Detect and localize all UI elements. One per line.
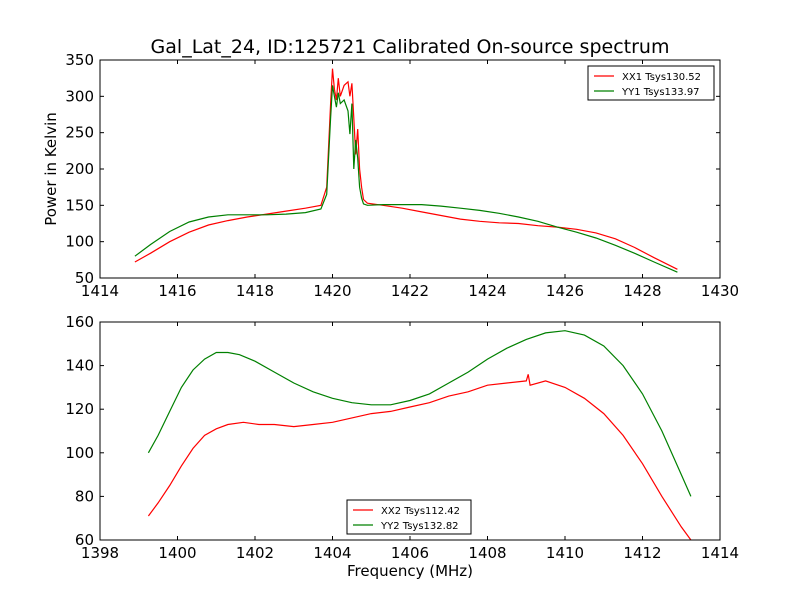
panel-1-x-tick-label: 1428 [623, 282, 661, 300]
panel-1-x-tick-label: 1416 [158, 282, 196, 300]
panel-1-y-tick-label: 100 [65, 233, 94, 251]
panel-1-x-tick-label: 1424 [468, 282, 506, 300]
panel-2-y-tick-label: 140 [65, 357, 94, 375]
panel-1-x-tick-label: 1420 [313, 282, 351, 300]
panel-1-x-tick-label: 1414 [81, 282, 119, 300]
panel-2-x-tick-label: 1404 [313, 544, 351, 562]
panel-2-x-tick-label: 1412 [623, 544, 661, 562]
panel-2-y-tick-label: 60 [75, 531, 94, 549]
panel-2-y-tick-label: 160 [65, 313, 94, 331]
panel-1-y-tick-label: 200 [65, 160, 94, 178]
panel-2-series-2-line [147, 330, 692, 497]
panel-1-legend-box [587, 65, 715, 101]
chart-title: Gal_Lat_24, ID:125721 Calibrated On-sour… [151, 36, 670, 58]
panel-2-x-tick-label: 1414 [701, 544, 739, 562]
panel-1-legend-label-1: XX1 Tsys130.52 [622, 72, 701, 83]
panel-2-legend-label-2: YY2 Tsys132.82 [380, 521, 459, 532]
panel-1-x-tick-label: 1422 [391, 282, 429, 300]
panel-1-y-axis-label: Power in Kelvin [42, 112, 60, 226]
panel-2-x-tick-label: 1406 [391, 544, 429, 562]
panel-2-x-tick-label: 1400 [158, 544, 196, 562]
panel-1-y-tick-label: 350 [65, 51, 94, 69]
panel-1-y-tick-label: 50 [75, 269, 94, 287]
panel-2-x-tick-label: 1408 [468, 544, 506, 562]
panel-1-x-tick-label: 1418 [236, 282, 274, 300]
panel-1-y-tick-label: 300 [65, 87, 94, 105]
panel-2-y-tick-label: 120 [65, 400, 94, 418]
panel-2-x-tick-label: 1410 [546, 544, 584, 562]
panel-1-y-tick-label: 250 [65, 124, 94, 142]
panel-2-x-tick-label: 1402 [236, 544, 274, 562]
panel-1-y-tick-label: 150 [65, 196, 94, 214]
panel-2-legend-box [346, 499, 472, 535]
panel-2-x-axis-label: Frequency (MHz) [347, 562, 473, 580]
panel-2-series-1-line [147, 374, 692, 541]
panel-2-y-tick-label: 100 [65, 444, 94, 462]
panel-1-x-tick-label: 1430 [701, 282, 739, 300]
panel-2-x-tick-label: 1398 [81, 544, 119, 562]
panel-2-y-tick-label: 80 [75, 487, 94, 505]
panel-2-legend-label-1: XX2 Tsys112.42 [381, 506, 460, 517]
panel-1-series-1-line [134, 68, 678, 270]
panel-1-series-2-line [134, 85, 678, 273]
panel-1-legend-label-2: YY1 Tsys133.97 [621, 87, 700, 98]
panel-1-x-tick-label: 1426 [546, 282, 584, 300]
